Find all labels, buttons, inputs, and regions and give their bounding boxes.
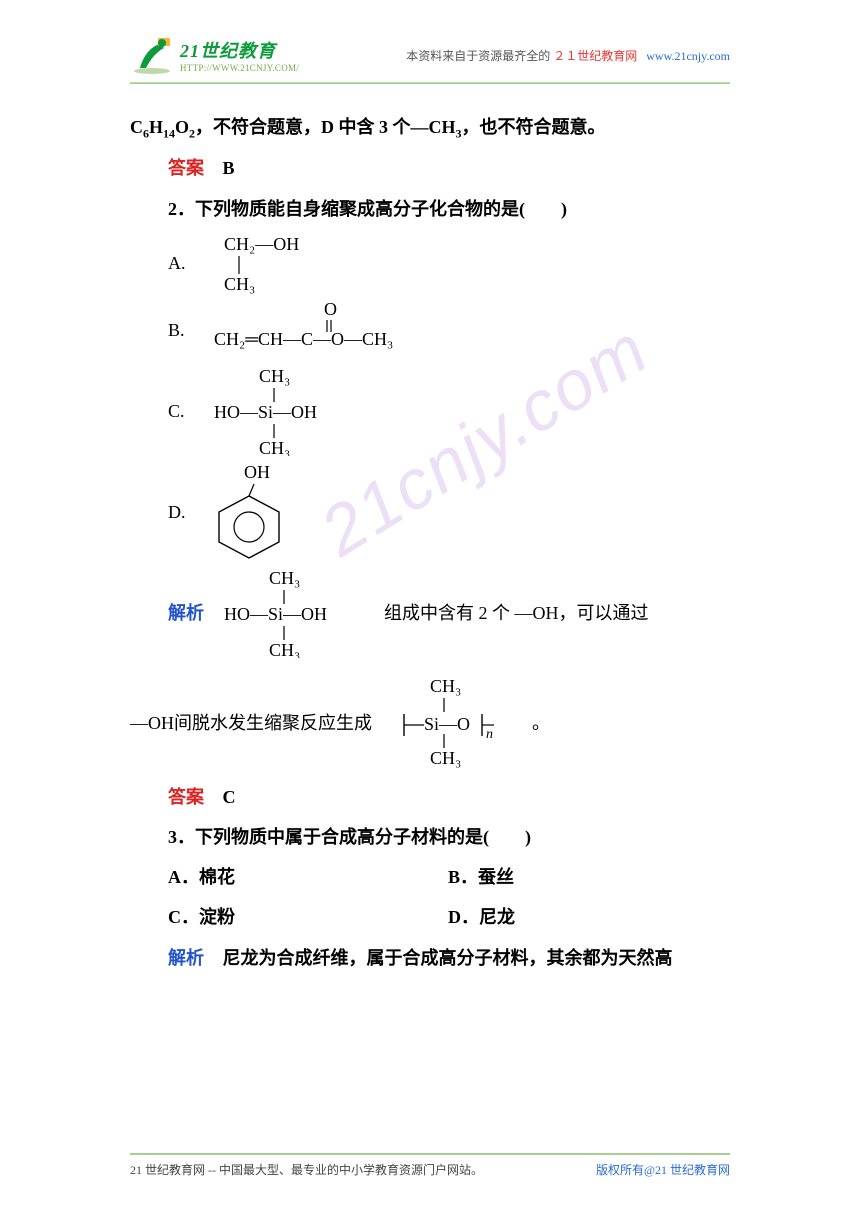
header-source-prefix: 本资料来自于资源最齐全的 [406, 49, 550, 63]
chem-structure-polymer: CH₃ Si—O n CH₃ [382, 676, 522, 770]
analysis-text: 组成中含有 2 个 —OH，可以通过 [384, 596, 649, 630]
option-d: D. OH [168, 462, 730, 562]
option-d-text: D．尼龙 [448, 900, 728, 934]
option-label: B. [168, 313, 196, 347]
header-rule [130, 82, 730, 84]
answer-label: 答案 [168, 787, 204, 807]
logo: 21世纪教育 HTTP://WWW.21CNJY.COM/ [130, 34, 299, 76]
analysis-text: 尼龙为合成纤维，属于合成高分子材料，其余都为天然高 [223, 948, 673, 968]
svg-text:CH₃: CH₃ [430, 748, 461, 768]
question-2: 2．下列物质能自身缩聚成高分子化合物的是( ) [130, 192, 730, 226]
svg-text:CH₂═CH—C—O—CH₃: CH₂═CH—C—O—CH₃ [214, 329, 393, 349]
question-3-options: A．棉花 B．蚕丝 C．淀粉 D．尼龙 [168, 860, 730, 934]
option-b: B. CH₂═CH—C—O—CH₃ O [168, 300, 730, 360]
svg-text:OH: OH [244, 462, 270, 482]
logo-icon [130, 34, 176, 76]
footer-right[interactable]: 版权所有@21 世纪教育网 [596, 1161, 730, 1178]
option-b-text: B．蚕丝 [448, 860, 728, 894]
analysis-2-line2: —OH间脱水发生缩聚反应生成 CH₃ Si—O n CH₃ 。 [130, 676, 730, 770]
analysis-text-end: 。 [532, 706, 550, 740]
analysis-3: 解析 尼龙为合成纤维，属于合成高分子材料，其余都为天然高 [130, 941, 730, 975]
answer-label: 答案 [168, 158, 204, 178]
option-c-text: C．淀粉 [168, 900, 448, 934]
chem-structure-a: CH₂—OH CH₃ [204, 232, 354, 294]
answer-1: 答案 B [130, 151, 730, 185]
chem-structure-c: CH₃ HO—Si—OH CH₃ [204, 366, 374, 456]
svg-text:CH₃: CH₃ [269, 568, 300, 588]
svg-text:CH₃: CH₃ [269, 640, 300, 658]
text-part: ，不符合题意，D 中含 3 个—CH [195, 117, 456, 137]
svg-text:O: O [324, 300, 337, 319]
chem-structure-d: OH [204, 462, 314, 562]
text-part: ，也不符合题意。 [462, 117, 606, 137]
header-source-link[interactable]: www.21cnjy.com [646, 49, 730, 63]
svg-text:n: n [486, 727, 493, 742]
chem-structure-analysis-1: CH₃ HO—Si—OH CH₃ [214, 568, 374, 658]
formula-part: C [130, 117, 143, 137]
svg-text:Si—O: Si—O [424, 714, 470, 734]
option-a: A. CH₂—OH CH₃ [168, 232, 730, 294]
option-label: A. [168, 246, 196, 280]
svg-text:CH₃: CH₃ [259, 438, 290, 456]
logo-text-en: HTTP://WWW.21CNJY.COM/ [180, 63, 299, 73]
svg-text:CH₃: CH₃ [224, 274, 255, 294]
svg-text:HO—Si—OH: HO—Si—OH [214, 402, 317, 422]
page-header: 21世纪教育 HTTP://WWW.21CNJY.COM/ 本资料来自于资源最齐… [130, 30, 730, 80]
analysis-text: —OH间脱水发生缩聚反应生成 [130, 706, 372, 740]
formula-sub: 14 [163, 127, 175, 141]
formula-part: O [175, 117, 189, 137]
footer-left: 21 世纪教育网 -- 中国最大型、最专业的中小学教育资源门户网站。 [130, 1161, 483, 1178]
analysis-label: 解析 [168, 948, 204, 968]
svg-text:CH₂—OH: CH₂—OH [224, 234, 299, 254]
header-source: 本资料来自于资源最齐全的 ２１世纪教育网 www.21cnjy.com [406, 47, 730, 64]
logo-text-cn: 21世纪教育 [180, 37, 299, 63]
header-source-red: ２１世纪教育网 [553, 49, 637, 63]
answer-2: 答案 C [130, 780, 730, 814]
svg-text:CH₃: CH₃ [430, 676, 461, 696]
continuation-line: C6H14O2，不符合题意，D 中含 3 个—CH3，也不符合题意。 [130, 110, 730, 145]
svg-text:HO—Si—OH: HO—Si—OH [224, 604, 327, 624]
content: C6H14O2，不符合题意，D 中含 3 个—CH3，也不符合题意。 答案 B … [130, 110, 730, 981]
analysis-label: 解析 [168, 596, 204, 630]
answer-value: C [223, 787, 236, 807]
option-c: C. CH₃ HO—Si—OH CH₃ [168, 366, 730, 456]
svg-text:CH₃: CH₃ [259, 366, 290, 386]
option-label: D. [168, 495, 196, 529]
option-label: C. [168, 394, 196, 428]
question-3: 3．下列物质中属于合成高分子材料的是( ) [130, 820, 730, 854]
formula-part: H [149, 117, 163, 137]
option-a-text: A．棉花 [168, 860, 448, 894]
page-footer: 21 世纪教育网 -- 中国最大型、最专业的中小学教育资源门户网站。 版权所有@… [130, 1153, 730, 1178]
analysis-2-line1: 解析 CH₃ HO—Si—OH CH₃ 组成中含有 2 个 —OH，可以通过 [130, 568, 730, 658]
chem-structure-b: CH₂═CH—C—O—CH₃ O [204, 300, 464, 360]
answer-value: B [223, 158, 235, 178]
